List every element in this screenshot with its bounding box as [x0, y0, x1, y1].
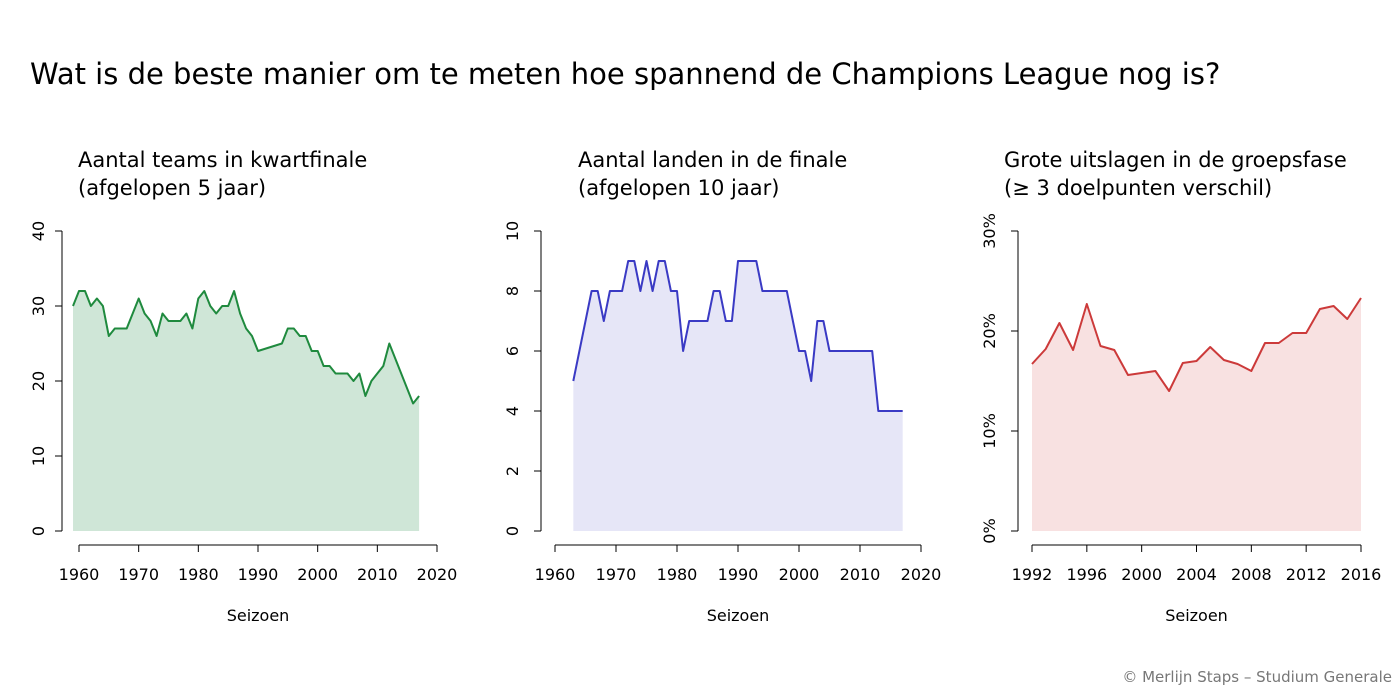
y-tick-label: 20% — [980, 313, 999, 349]
x-tick-label: 1990 — [238, 565, 279, 584]
chart-title-line: (afgelopen 10 jaar) — [578, 176, 779, 200]
chart-title-line: Aantal teams in kwartfinale — [78, 148, 367, 172]
y-tick-label: 0% — [980, 518, 999, 543]
x-tick-label: 2020 — [417, 565, 458, 584]
series-area — [573, 261, 903, 531]
chart-panel-3: Grote uitslagen in de groepsfase (≥ 3 doe… — [980, 148, 1381, 625]
y-tick-label: 40 — [29, 221, 48, 241]
page-title: Wat is de beste manier om te meten hoe s… — [30, 57, 1221, 91]
x-tick-label: 2012 — [1286, 565, 1327, 584]
x-tick-label: 2000 — [1121, 565, 1162, 584]
chart-panel-2: Aantal landen in de finale (afgelopen 10 … — [503, 148, 941, 625]
series-area — [1032, 298, 1361, 531]
x-tick-label: 1980 — [178, 565, 219, 584]
x-tick-label: 2000 — [779, 565, 820, 584]
series-area — [73, 291, 420, 531]
chart-title-line: Grote uitslagen in de groepsfase — [1004, 148, 1347, 172]
x-tick-label: 2000 — [297, 565, 338, 584]
series-line — [572, 260, 903, 412]
x-tick-label: 1992 — [1012, 565, 1053, 584]
chart-panel-1: Aantal teams in kwartfinale (afgelopen 5 … — [29, 148, 457, 625]
y-tick-label: 30% — [980, 213, 999, 249]
credit-text: © Merlijn Staps – Studium Generale — [1122, 668, 1392, 686]
y-tick-label: 4 — [503, 406, 522, 416]
series-line — [1031, 297, 1362, 392]
x-tick-label: 1960 — [535, 565, 576, 584]
y-tick-label: 8 — [503, 286, 522, 296]
y-tick-label: 30 — [29, 296, 48, 316]
x-axis-label: Seizoen — [707, 606, 770, 625]
x-tick-label: 1960 — [59, 565, 100, 584]
x-tick-label: 2010 — [357, 565, 398, 584]
x-tick-label: 1996 — [1066, 565, 1107, 584]
y-tick-label: 10 — [503, 221, 522, 241]
chart-title-line: (afgelopen 5 jaar) — [78, 176, 266, 200]
x-tick-label: 1990 — [718, 565, 759, 584]
x-tick-label: 1970 — [118, 565, 159, 584]
series-line — [72, 290, 420, 405]
y-tick-label: 10% — [980, 413, 999, 449]
y-tick-label: 0 — [29, 526, 48, 536]
x-tick-label: 2004 — [1176, 565, 1217, 584]
y-tick-label: 6 — [503, 346, 522, 356]
x-tick-label: 2008 — [1231, 565, 1272, 584]
x-tick-label: 1970 — [596, 565, 637, 584]
y-tick-label: 2 — [503, 466, 522, 476]
x-axis-label: Seizoen — [227, 606, 290, 625]
chart-title-line: (≥ 3 doelpunten verschil) — [1004, 176, 1272, 200]
y-tick-label: 10 — [29, 446, 48, 466]
chart-title-line: Aantal landen in de finale — [578, 148, 847, 172]
y-tick-label: 0 — [503, 526, 522, 536]
x-axis-label: Seizoen — [1165, 606, 1228, 625]
x-tick-label: 1980 — [657, 565, 698, 584]
x-tick-label: 2020 — [901, 565, 942, 584]
x-tick-label: 2010 — [840, 565, 881, 584]
y-tick-label: 20 — [29, 371, 48, 391]
x-tick-label: 2016 — [1341, 565, 1382, 584]
